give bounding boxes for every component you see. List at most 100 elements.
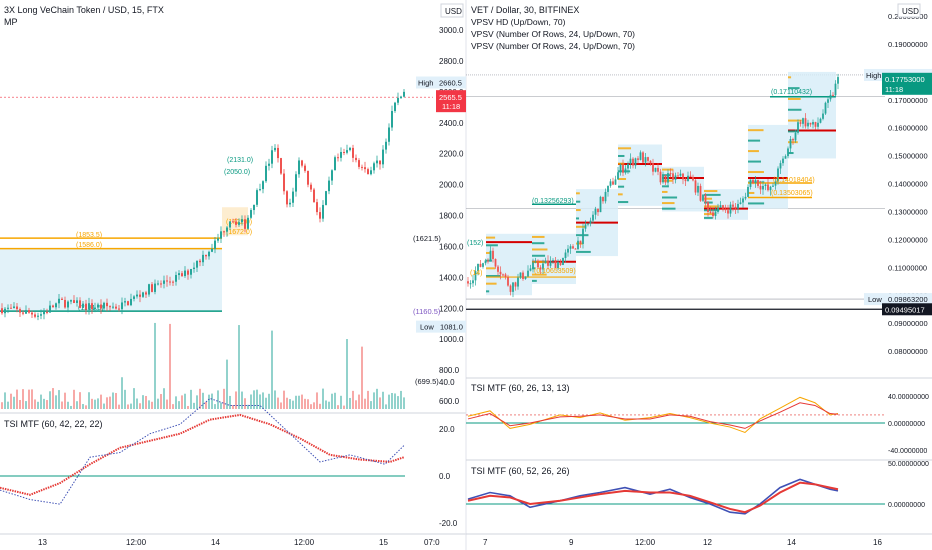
left-volume-bar xyxy=(193,402,195,409)
left-candle xyxy=(352,147,354,158)
right-candle xyxy=(697,185,699,193)
right-price-tick: 0.09000000 xyxy=(888,319,928,328)
left-volume-bar xyxy=(118,404,120,409)
left-candle xyxy=(43,311,45,315)
right-candle xyxy=(739,202,742,204)
left-candle xyxy=(301,160,303,166)
left-volume-bar xyxy=(127,404,129,409)
right-profile-bar xyxy=(618,178,627,181)
right-candle xyxy=(467,281,469,284)
left-volume-bar xyxy=(163,388,165,409)
left-tsi-tick: 0.0 xyxy=(439,472,451,481)
left-currency-badge[interactable] xyxy=(440,3,464,18)
left-volume-bar xyxy=(97,398,99,409)
right-tsi1-tick: 40.00000000 xyxy=(888,394,929,401)
right-indicator-1: VPSV HD (Up/Down, 70) xyxy=(471,17,566,27)
left-volume-bar xyxy=(280,402,282,409)
left-candle xyxy=(190,269,192,275)
left-candle xyxy=(376,160,378,164)
left-volume-bar xyxy=(13,396,15,409)
right-candle xyxy=(674,175,677,180)
left-indicator-label: MP xyxy=(4,17,18,27)
right-candle xyxy=(724,208,727,211)
right-candle xyxy=(782,158,784,164)
left-candle xyxy=(388,127,390,142)
left-volume-bar xyxy=(334,392,336,409)
left-volume-bar xyxy=(262,392,264,409)
right-high-label: High xyxy=(866,71,881,80)
right-candle xyxy=(684,179,687,182)
right-session-box xyxy=(704,189,748,220)
left-volume-bar xyxy=(46,400,48,409)
left-volume-bar xyxy=(292,400,294,409)
right-candle xyxy=(577,240,579,250)
left-volume-bar xyxy=(157,398,159,409)
right-candle xyxy=(602,196,604,202)
right-candle xyxy=(574,248,577,250)
left-volume-bar xyxy=(346,339,348,409)
right-candle xyxy=(472,280,474,284)
left-candle xyxy=(328,180,330,192)
left-volume-bar xyxy=(226,359,228,409)
right-annotation: (152) xyxy=(467,240,483,247)
left-candle xyxy=(247,217,249,229)
left-volume-bar xyxy=(166,399,168,409)
left-candle xyxy=(226,227,228,232)
left-volume-bar xyxy=(7,401,9,409)
left-candle xyxy=(400,96,402,98)
right-tsi2-signal xyxy=(467,481,839,514)
right-indicator-2: VPSV (Number Of Rows, 24, Up/Down, 70) xyxy=(471,29,635,39)
right-last-price-tag xyxy=(882,72,932,95)
left-high-label: High xyxy=(418,78,433,87)
right-session-box xyxy=(532,233,576,285)
left-candle xyxy=(229,221,231,228)
right-profile-bar xyxy=(486,251,490,254)
right-candle xyxy=(649,160,652,164)
right-chart: 0.200000000.190000000.170000000.16000000… xyxy=(466,12,932,547)
right-candle xyxy=(484,260,487,264)
left-volume-bar xyxy=(220,402,222,409)
left-candle xyxy=(133,296,135,299)
right-profile-bar xyxy=(576,217,580,220)
left-level-label: (699.5) xyxy=(415,377,439,386)
left-volume-bar xyxy=(1,402,3,409)
right-candle xyxy=(779,163,782,169)
left-candle xyxy=(25,310,27,314)
left-volume-bar xyxy=(109,396,111,409)
right-price-tick: 0.12000000 xyxy=(888,235,928,244)
left-volume-bar xyxy=(178,401,180,409)
left-candle xyxy=(172,281,174,283)
left-candle xyxy=(319,212,321,219)
left-candle xyxy=(112,306,114,308)
left-volume-bar xyxy=(217,390,219,409)
right-time-tick: 14 xyxy=(787,538,796,547)
right-tsi1-tick: -40.0000000 xyxy=(888,448,927,455)
right-candle xyxy=(542,263,544,270)
left-candle xyxy=(82,303,84,308)
left-candle xyxy=(100,304,102,309)
left-level-label: (1621.5) xyxy=(413,234,441,243)
right-annotation: (0.10653509) xyxy=(534,268,576,275)
left-volume-bar xyxy=(196,395,198,409)
right-profile-bar xyxy=(576,250,591,253)
right-candle xyxy=(784,156,787,159)
left-volume-bar xyxy=(355,400,357,409)
right-profile-bar xyxy=(486,282,497,285)
left-volume-bar xyxy=(256,389,258,409)
right-candle xyxy=(524,276,527,279)
left-tsi-tick: -20.0 xyxy=(439,519,458,528)
left-candle xyxy=(184,270,186,277)
right-candle xyxy=(819,118,822,123)
left-price-tick: 1800.0 xyxy=(439,212,464,221)
left-candle xyxy=(235,221,237,225)
left-candle xyxy=(313,189,315,203)
left-candle xyxy=(136,294,138,297)
right-candle xyxy=(687,175,689,182)
right-currency-badge[interactable] xyxy=(897,3,921,18)
left-candle xyxy=(118,308,120,310)
right-profile-bar xyxy=(486,244,498,247)
right-candle xyxy=(737,203,739,209)
left-volume-bar xyxy=(124,389,126,409)
right-profile-bar xyxy=(532,279,537,282)
right-countdown: 11:18 xyxy=(885,85,903,94)
